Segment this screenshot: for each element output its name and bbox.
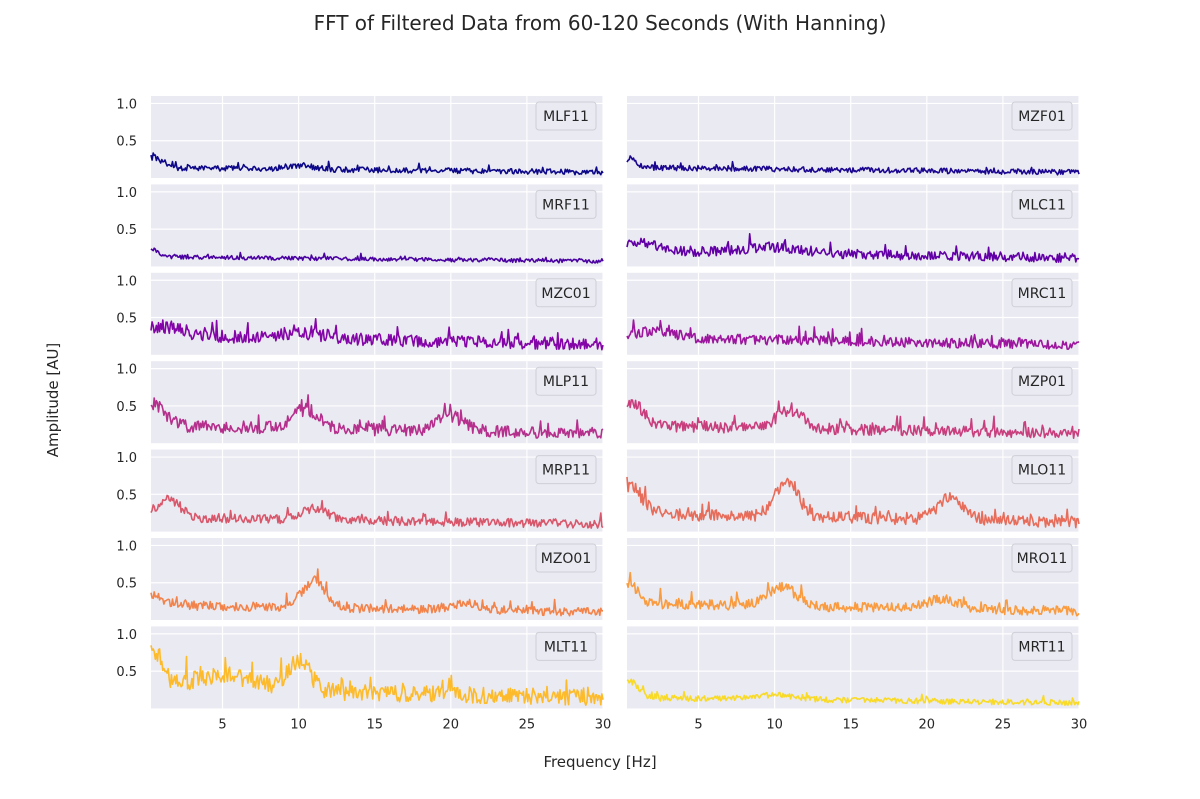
- legend-box: [1011, 631, 1073, 661]
- legend-box: [535, 366, 597, 396]
- x-tick-label: 10: [766, 717, 783, 732]
- x-tick-label: 5: [694, 717, 702, 732]
- x-tick-label: 30: [595, 717, 612, 732]
- legend-label: MRT11: [1018, 639, 1065, 655]
- legend-box: [535, 631, 597, 661]
- subplot-mzc01: MZC01 0.5 1.0: [116, 272, 604, 355]
- legend-box: [535, 278, 597, 308]
- subplot-background: [151, 449, 603, 532]
- subplot-mzp01: MZP01: [626, 361, 1080, 444]
- series-line-mzc01: [150, 318, 604, 351]
- y-tick-label: 0.5: [116, 135, 137, 150]
- y-tick-label: 0.5: [116, 665, 137, 680]
- y-tick-label: 0.5: [116, 400, 137, 415]
- y-tick-label: 1.0: [116, 363, 137, 378]
- legend-box: [1011, 189, 1073, 219]
- legend-box: [1011, 543, 1073, 573]
- x-tick-label: 15: [366, 717, 383, 732]
- series-line-mrf11: [150, 247, 604, 264]
- legend-label: MZO01: [541, 551, 592, 567]
- legend-box: [1011, 278, 1073, 308]
- subplot-mlc11: MLC11: [626, 184, 1080, 267]
- subplot-mzo01: MZO01 0.5 1.0: [116, 538, 604, 620]
- legend-box: [1011, 366, 1073, 396]
- subplot-background: [151, 361, 603, 444]
- subplot-mro11: MRO11: [626, 538, 1080, 620]
- legend-label: MRP11: [542, 463, 590, 479]
- x-tick-label: 15: [842, 717, 859, 732]
- subplot-mrp11: MRP11 0.5 1.0: [116, 449, 604, 532]
- series-line-mlt11: [150, 645, 604, 706]
- subplot-background: [151, 184, 603, 267]
- subplot-mrc11: MRC11: [626, 272, 1080, 355]
- subplot-mlf11: MLF11 0.5 1.0: [116, 96, 604, 178]
- series-line-mlo11: [626, 476, 1080, 529]
- subplot-mlt11: MLT11 0.5 1.0 5 10 15 20 25 30: [116, 626, 611, 732]
- y-tick-label: 1.0: [116, 628, 137, 643]
- x-tick-label: 30: [1071, 717, 1088, 732]
- subplot-background: [151, 96, 603, 178]
- y-tick-label: 1.0: [116, 539, 137, 554]
- series-line-mrc11: [626, 319, 1080, 350]
- subplot-mlo11: MLO11: [626, 449, 1080, 532]
- chart-title: FFT of Filtered Data from 60-120 Seconds…: [313, 11, 887, 35]
- y-tick-label: 0.5: [116, 223, 137, 238]
- y-tick-label: 1.0: [116, 186, 137, 201]
- legend-label: MZF01: [1018, 109, 1066, 125]
- subplot-background: [627, 626, 1079, 709]
- x-axis-label: Frequency [Hz]: [543, 753, 657, 771]
- legend-box: [535, 101, 597, 131]
- series-line-mlp11: [150, 394, 604, 439]
- y-tick-label: 0.5: [116, 488, 137, 503]
- y-tick-label: 0.5: [116, 312, 137, 327]
- legend-box: [1011, 455, 1073, 485]
- subplot-background: [151, 272, 603, 355]
- x-tick-label: 20: [919, 717, 936, 732]
- legend-label: MLF11: [543, 109, 589, 125]
- legend-label: MZC01: [541, 286, 590, 302]
- subplot-mzf01: MZF01: [626, 96, 1080, 178]
- legend-label: MLT11: [544, 639, 588, 655]
- legend-label: MLO11: [1018, 463, 1066, 479]
- legend-box: [535, 543, 597, 573]
- legend-label: MRF11: [542, 197, 590, 213]
- y-tick-label: 1.0: [116, 97, 137, 112]
- series-line-mro11: [626, 571, 1080, 617]
- y-tick-label: 0.5: [116, 577, 137, 592]
- subplot-mrf11: MRF11 0.5 1.0: [116, 184, 604, 267]
- x-tick-label: 25: [519, 717, 536, 732]
- x-tick-label: 25: [995, 717, 1012, 732]
- series-line-mzo01: [150, 568, 603, 617]
- legend-label: MRO11: [1017, 551, 1068, 567]
- series-line-mlc11: [626, 233, 1080, 263]
- x-tick-label: 5: [218, 717, 226, 732]
- subplot-background: [627, 96, 1079, 178]
- legend-label: MZP01: [1018, 374, 1066, 390]
- series-line-mzf01: [626, 155, 1080, 176]
- series-line-mzp01: [626, 399, 1080, 439]
- legend-box: [535, 189, 597, 219]
- y-tick-label: 1.0: [116, 274, 137, 289]
- legend-label: MRC11: [1018, 286, 1067, 302]
- legend-box: [1011, 101, 1073, 131]
- x-tick-label: 20: [443, 717, 460, 732]
- legend-label: MLC11: [1018, 197, 1065, 213]
- subplot-mlp11: MLP11 0.5 1.0: [116, 361, 604, 444]
- subplot-mrt11: MRT11 5 10 15 20 25 30: [626, 626, 1088, 732]
- series-line-mlf11: [150, 152, 604, 176]
- legend-label: MLP11: [543, 374, 589, 390]
- series-line-mrp11: [150, 494, 604, 529]
- series-line-mrt11: [626, 678, 1080, 706]
- legend-box: [535, 455, 597, 485]
- x-tick-label: 10: [290, 717, 307, 732]
- y-tick-label: 1.0: [116, 451, 137, 466]
